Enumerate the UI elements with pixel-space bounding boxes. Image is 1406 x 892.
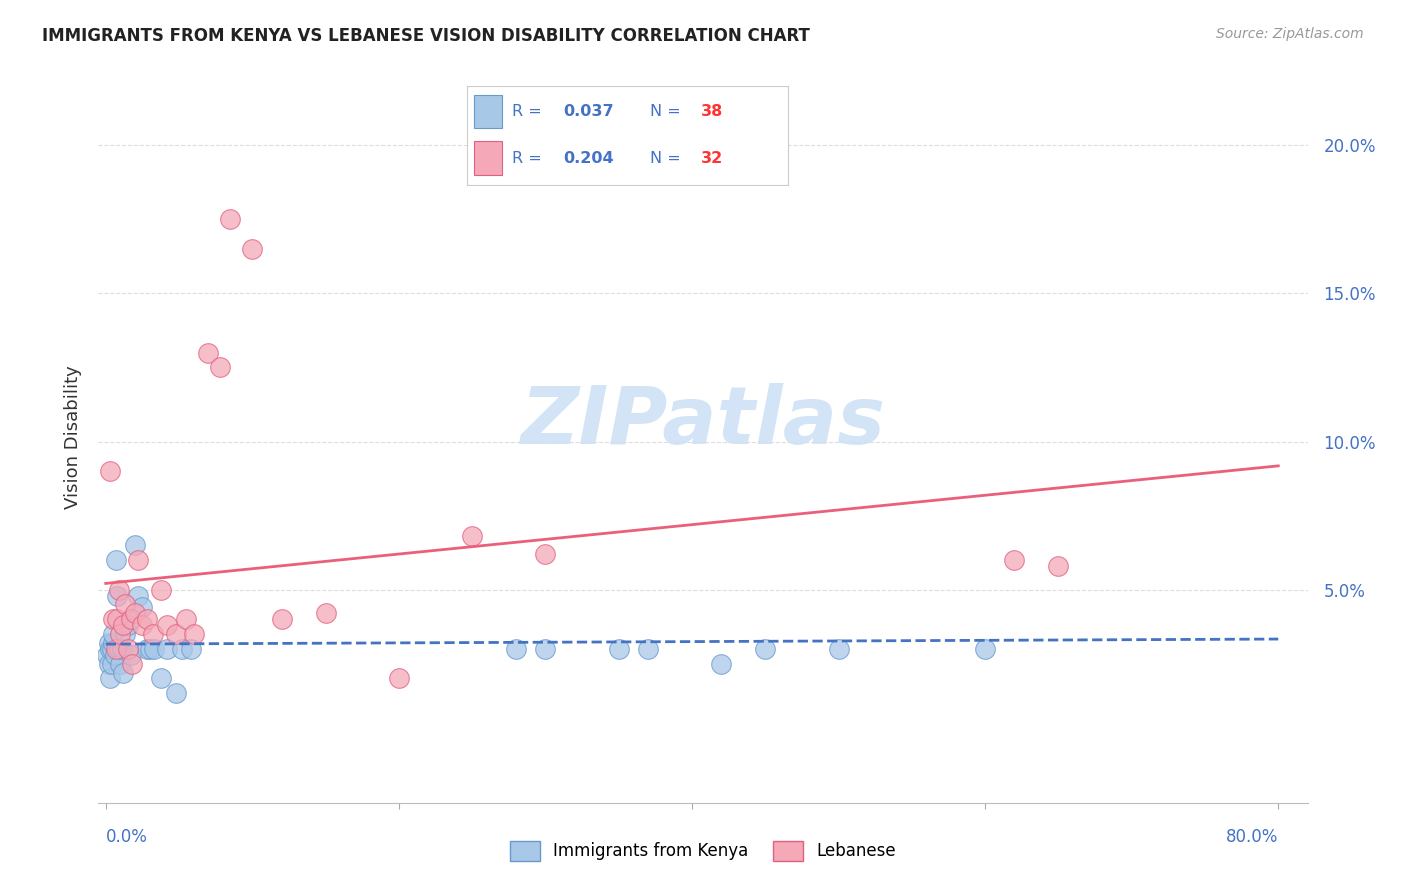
- Text: IMMIGRANTS FROM KENYA VS LEBANESE VISION DISABILITY CORRELATION CHART: IMMIGRANTS FROM KENYA VS LEBANESE VISION…: [42, 27, 810, 45]
- Point: [534, 547, 557, 561]
- Point: [1047, 558, 1070, 573]
- Point: [388, 672, 411, 686]
- Point: [96, 648, 118, 662]
- Point: [111, 641, 134, 656]
- Point: [754, 641, 776, 656]
- Point: [120, 648, 142, 662]
- Point: [165, 686, 187, 700]
- Point: [97, 636, 120, 650]
- Point: [219, 212, 242, 227]
- Point: [165, 627, 187, 641]
- Point: [240, 242, 263, 256]
- Point: [98, 641, 121, 656]
- Point: [107, 612, 129, 626]
- Point: [121, 657, 143, 671]
- Point: [117, 618, 139, 632]
- Point: [105, 641, 128, 656]
- Point: [534, 641, 557, 656]
- Point: [105, 553, 128, 567]
- Point: [108, 641, 131, 656]
- Point: [98, 464, 121, 478]
- Text: 80.0%: 80.0%: [1226, 828, 1278, 846]
- Point: [120, 612, 142, 626]
- Point: [150, 672, 173, 686]
- Point: [114, 627, 136, 641]
- Point: [461, 529, 484, 543]
- Point: [124, 538, 146, 552]
- Point: [103, 648, 125, 662]
- Point: [827, 641, 849, 656]
- Text: 0.0%: 0.0%: [105, 828, 148, 846]
- Point: [974, 641, 997, 656]
- Point: [110, 627, 132, 641]
- Point: [110, 657, 132, 671]
- Point: [197, 345, 219, 359]
- Point: [98, 672, 121, 686]
- Point: [135, 612, 157, 626]
- Point: [135, 641, 157, 656]
- Point: [124, 607, 146, 621]
- Y-axis label: Vision Disability: Vision Disability: [63, 365, 82, 509]
- Point: [143, 641, 166, 656]
- Point: [97, 657, 120, 671]
- Point: [209, 360, 232, 375]
- Point: [637, 641, 659, 656]
- Point: [101, 612, 124, 626]
- Point: [315, 607, 337, 621]
- Point: [138, 641, 160, 656]
- Point: [112, 618, 135, 632]
- Legend: Immigrants from Kenya, Lebanese: Immigrants from Kenya, Lebanese: [503, 834, 903, 868]
- Point: [180, 641, 202, 656]
- Point: [127, 589, 149, 603]
- Point: [131, 600, 153, 615]
- Point: [101, 627, 124, 641]
- Point: [710, 657, 733, 671]
- Point: [107, 589, 129, 603]
- Point: [1004, 553, 1026, 567]
- Point: [100, 641, 122, 656]
- Point: [176, 612, 198, 626]
- Point: [607, 641, 630, 656]
- Point: [170, 641, 193, 656]
- Text: ZIPatlas: ZIPatlas: [520, 384, 886, 461]
- Point: [131, 618, 153, 632]
- Point: [108, 582, 131, 597]
- Point: [156, 618, 179, 632]
- Point: [100, 657, 122, 671]
- Point: [142, 627, 165, 641]
- Point: [156, 641, 179, 656]
- Point: [505, 641, 527, 656]
- Point: [150, 582, 173, 597]
- Point: [114, 598, 136, 612]
- Text: Source: ZipAtlas.com: Source: ZipAtlas.com: [1216, 27, 1364, 41]
- Point: [112, 665, 135, 680]
- Point: [183, 627, 205, 641]
- Point: [127, 553, 149, 567]
- Point: [101, 636, 124, 650]
- Point: [117, 641, 139, 656]
- Point: [270, 612, 292, 626]
